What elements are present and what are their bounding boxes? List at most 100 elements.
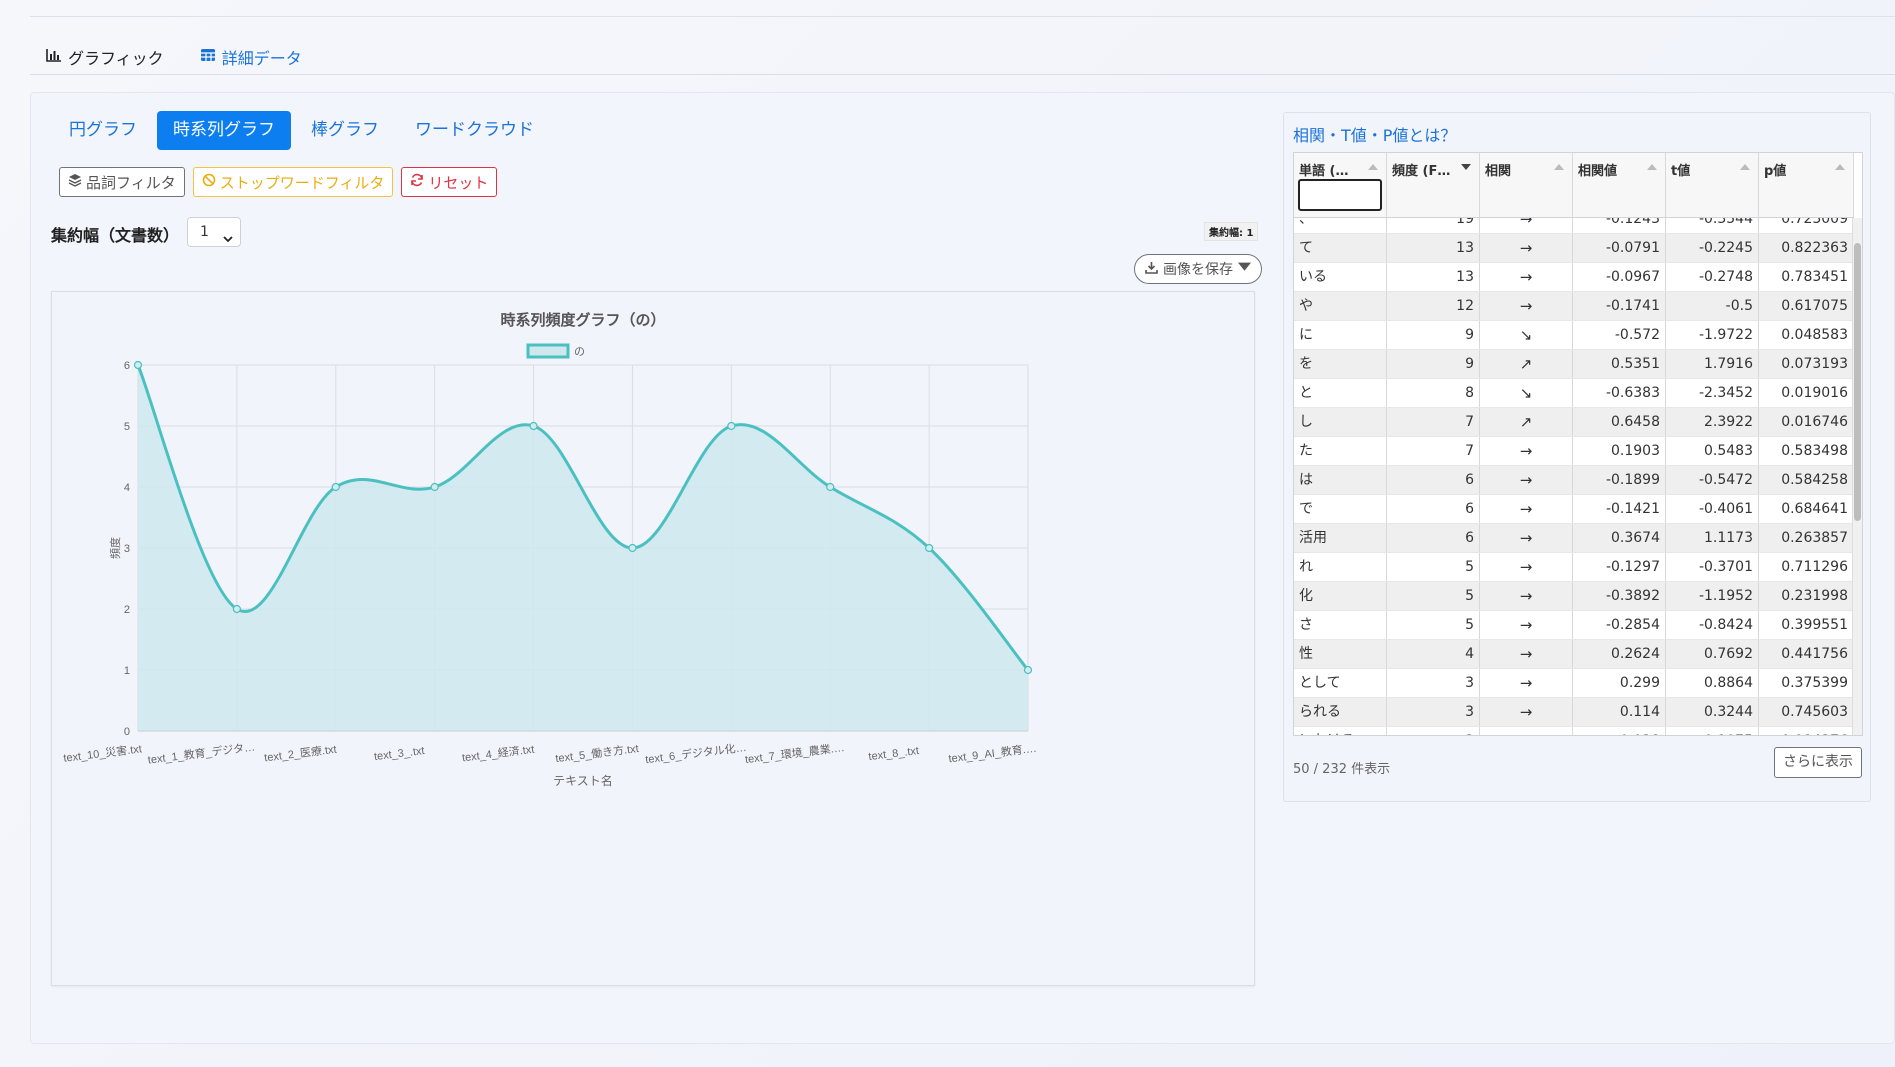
sort-asc-icon [1835, 164, 1845, 170]
column-header-3[interactable]: 相関値 [1573, 153, 1666, 217]
column-header-0[interactable]: 単語 (… [1294, 153, 1387, 217]
table-cell: → [1480, 437, 1573, 465]
reset-button[interactable]: リセット [401, 167, 498, 197]
sort-asc-icon [1368, 164, 1378, 170]
table-row[interactable]: て 13 → -0.0791 -0.2245 0.822363 [1294, 234, 1854, 263]
sort-asc-icon [1740, 164, 1750, 170]
save-image-button[interactable]: 画像を保存 [1134, 254, 1262, 284]
table-row[interactable]: と 8 ↘ -0.6383 -2.3452 0.019016 [1294, 379, 1854, 408]
table-row[interactable]: た 7 → 0.1903 0.5483 0.583498 [1294, 437, 1854, 466]
table-row[interactable]: れ 5 → -0.1297 -0.3701 0.711296 [1294, 553, 1854, 582]
legend-swatch [526, 343, 570, 359]
table-cell: られる [1294, 698, 1387, 726]
tab-detail-data[interactable]: 詳細データ [184, 40, 318, 74]
table-cell: 9 [1387, 321, 1480, 349]
y-tick-label: 5 [124, 421, 130, 433]
y-tick-label: 1 [124, 665, 130, 677]
table-row[interactable]: として 3 → 0.299 0.8864 0.375399 [1294, 669, 1854, 698]
table-cell: -0.1075 [1666, 727, 1759, 735]
column-header-label: 相関 [1485, 164, 1512, 179]
table-cell: -0.1899 [1573, 466, 1666, 494]
table-cell: 2.3922 [1666, 408, 1759, 436]
table-cell: -0.5 [1666, 292, 1759, 320]
table-cell: 0.399551 [1759, 611, 1854, 639]
table-row[interactable]: は 6 → -0.1899 -0.5472 0.584258 [1294, 466, 1854, 495]
download-icon [1145, 261, 1158, 278]
table-cell: 3 [1387, 727, 1480, 735]
table-cell: 0.3674 [1573, 524, 1666, 552]
table-row[interactable]: における3→-0.038-0.10750.914376 [1294, 727, 1854, 735]
column-header-4[interactable]: t値 [1666, 153, 1759, 217]
table-cell: → [1480, 669, 1573, 697]
bar-chart-icon [46, 47, 62, 67]
table-cell: 3 [1387, 698, 1480, 726]
table-cell: 0.019016 [1759, 379, 1854, 407]
tab-time-series[interactable]: 時系列グラフ [157, 111, 291, 150]
table-row[interactable]: や 12 → -0.1741 -0.5 0.617075 [1294, 292, 1854, 321]
column-header-label: t値 [1671, 164, 1691, 179]
scrollbar-thumb[interactable] [1854, 243, 1861, 521]
table-cell: 0.5483 [1666, 437, 1759, 465]
x-tick-label: text_2_医療.txt [263, 742, 337, 765]
table-cell: 0.723009 [1759, 218, 1854, 233]
show-more-button[interactable]: さらに表示 [1774, 747, 1862, 778]
column-header-2[interactable]: 相関 [1480, 153, 1573, 217]
table-cell: し [1294, 408, 1387, 436]
table-cell: → [1480, 611, 1573, 639]
tab-word-cloud[interactable]: ワードクラウド [415, 120, 534, 140]
table-cell: -0.0967 [1573, 263, 1666, 291]
table-row[interactable]: を 9 ↗ 0.5351 1.7916 0.073193 [1294, 350, 1854, 379]
table-cell: -0.2748 [1666, 263, 1759, 291]
table-cell: -0.5472 [1666, 466, 1759, 494]
table-row[interactable]: 化 5 → -0.3892 -1.1952 0.231998 [1294, 582, 1854, 611]
x-tick-label: text_9_AI_教育.… [948, 741, 1038, 766]
table-cell: や [1294, 292, 1387, 320]
data-point [133, 360, 143, 370]
column-header-5[interactable]: p値 [1759, 153, 1854, 217]
table-cell: 0.299 [1573, 669, 1666, 697]
table-cell: 0.3244 [1666, 698, 1759, 726]
table-cell: 0.073193 [1759, 350, 1854, 378]
table-row[interactable]: し 7 ↗ 0.6458 2.3922 0.016746 [1294, 408, 1854, 437]
time-series-chart: 0 1 2 3 4 5 6 text_10_災害.txt text_1_教育_デジタ… text_… [51, 291, 1255, 986]
table-row[interactable]: いる 13 → -0.0967 -0.2748 0.783451 [1294, 263, 1854, 292]
word-filter-input[interactable] [1298, 179, 1382, 211]
table-row[interactable]: られる 3 → 0.114 0.3244 0.745603 [1294, 698, 1854, 727]
refresh-icon [410, 173, 424, 191]
table-cell: ↘ [1480, 321, 1573, 349]
series-line [136, 364, 1030, 671]
x-tick-label: text_6_デジタル化… [644, 740, 747, 766]
tab-bar-chart[interactable]: 棒グラフ [311, 120, 379, 140]
table-cell: -0.2854 [1573, 611, 1666, 639]
table-scrollbar[interactable] [1852, 218, 1862, 735]
table-cell: 0.6458 [1573, 408, 1666, 436]
tab-pie-chart[interactable]: 円グラフ [69, 120, 137, 140]
table-row[interactable]: 活用 6 → 0.3674 1.1173 0.263857 [1294, 524, 1854, 553]
table-cell: に [1294, 321, 1387, 349]
help-link[interactable]: 相関・T値・P値とは？ [1293, 126, 1457, 145]
aggregation-select[interactable]: 1 [187, 217, 241, 247]
table-body: 、 19 → -0.1243 -0.3544 0.723009 て 13 → -0.0791 -0.… [1294, 218, 1854, 735]
table-cell: 6 [1387, 466, 1480, 494]
table-cell: 4 [1387, 640, 1480, 668]
table-row[interactable]: で 6 → -0.1421 -0.4061 0.684641 [1294, 495, 1854, 524]
y-tick-label: 0 [124, 726, 130, 738]
table-cell: -0.0791 [1573, 234, 1666, 262]
column-header-1[interactable]: 頻度 (F… [1387, 153, 1480, 217]
tab-graphic[interactable]: グラフィック [30, 40, 180, 74]
table-cell: -0.6383 [1573, 379, 1666, 407]
series-area [138, 365, 1028, 731]
table-cell: と [1294, 379, 1387, 407]
table-cell: 0.914376 [1759, 727, 1854, 735]
table-row[interactable]: 性 4 → 0.2624 0.7692 0.441756 [1294, 640, 1854, 669]
pos-filter-button[interactable]: 品詞フィルタ [59, 167, 185, 197]
table-cell: → [1480, 553, 1573, 581]
stopword-filter-button[interactable]: ストップワードフィルタ [192, 167, 394, 197]
correlation-panel: 相関・T値・P値とは？ 単語 (… 頻度 (F… 相関 相関値 t値 p値 、 19 → -0.… [1283, 112, 1871, 802]
data-point [1023, 665, 1033, 675]
table-row[interactable]: に 9 ↘ -0.572 -1.9722 0.048583 [1294, 321, 1854, 350]
data-point [529, 421, 538, 431]
aggregation-label: 集約幅（文書数） [51, 226, 180, 245]
table-row[interactable]: さ 5 → -0.2854 -0.8424 0.399551 [1294, 611, 1854, 640]
table-row[interactable]: 、 19 → -0.1243 -0.3544 0.723009 [1294, 218, 1854, 234]
